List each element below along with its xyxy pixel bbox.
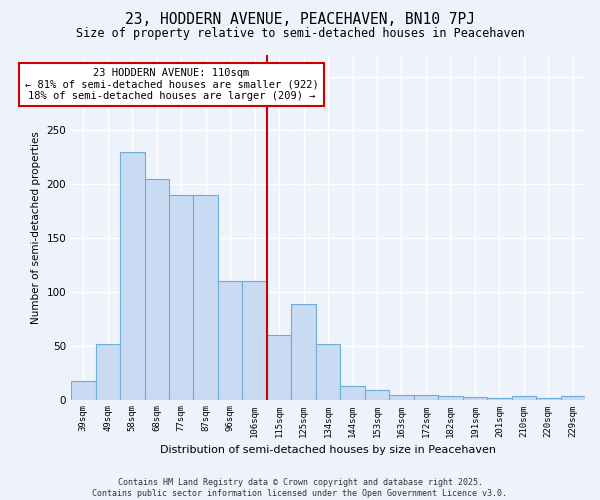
Bar [292,304,316,400]
Text: 23, HODDERN AVENUE, PEACEHAVEN, BN10 7PJ: 23, HODDERN AVENUE, PEACEHAVEN, BN10 7PJ [125,12,475,28]
Bar [365,390,389,400]
Bar [169,195,193,400]
Bar [463,398,487,400]
Bar [218,281,242,400]
Bar [536,398,560,400]
Bar [340,386,365,400]
X-axis label: Distribution of semi-detached houses by size in Peacehaven: Distribution of semi-detached houses by … [160,445,496,455]
Bar [267,335,292,400]
Bar [389,395,413,400]
Y-axis label: Number of semi-detached properties: Number of semi-detached properties [31,131,41,324]
Bar [120,152,145,400]
Bar [242,281,267,400]
Text: 23 HODDERN AVENUE: 110sqm
← 81% of semi-detached houses are smaller (922)
18% of: 23 HODDERN AVENUE: 110sqm ← 81% of semi-… [25,68,318,101]
Bar [560,396,585,400]
Bar [413,395,438,400]
Text: Size of property relative to semi-detached houses in Peacehaven: Size of property relative to semi-detach… [76,28,524,40]
Bar [71,382,95,400]
Bar [145,179,169,400]
Bar [487,398,512,400]
Bar [316,344,340,400]
Bar [438,396,463,400]
Bar [512,396,536,400]
Text: Contains HM Land Registry data © Crown copyright and database right 2025.
Contai: Contains HM Land Registry data © Crown c… [92,478,508,498]
Bar [95,344,120,400]
Bar [193,195,218,400]
